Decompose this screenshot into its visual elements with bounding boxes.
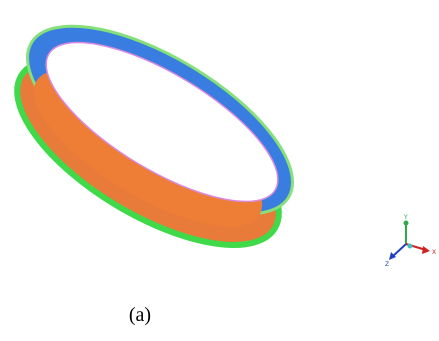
x-label: X [432, 249, 436, 256]
z-label: Z [385, 261, 389, 268]
y-label: Y [403, 214, 408, 221]
x-axis-head [422, 246, 430, 254]
figure: Y X Z (a) [0, 0, 439, 336]
origin [408, 244, 413, 249]
axis-triad: Y X Z [385, 214, 436, 268]
ring-model [0, 0, 321, 281]
z-axis [392, 244, 406, 257]
y-axis-head [404, 221, 409, 226]
page: Y X Z (a) (() => { const data = JSON.par… [0, 0, 439, 336]
caption: (a) [129, 304, 151, 326]
